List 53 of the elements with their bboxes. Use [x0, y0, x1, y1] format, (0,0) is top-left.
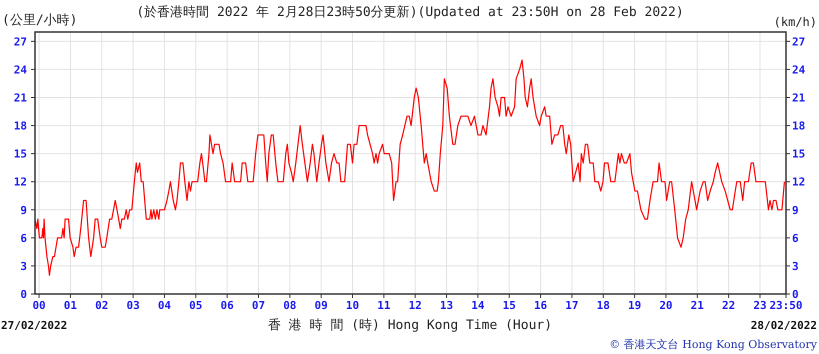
y2-axis-title: (km/h) — [774, 15, 817, 29]
line-series — [34, 59, 786, 276]
y-tick-label: 3 — [20, 260, 27, 273]
y2-tick-label: 18 — [792, 120, 806, 133]
y2-tick-label: 24 — [792, 63, 806, 76]
x-axis-title: 香 港 時 間 (時) Hong Kong Time (Hour) — [268, 318, 552, 333]
x-tick-label: 14 — [471, 299, 485, 312]
x-tick-label: 05 — [189, 299, 202, 312]
x-tick-label: 20 — [659, 299, 673, 312]
y-tick-label: 15 — [14, 148, 27, 161]
y2-tick-label: 15 — [792, 148, 806, 161]
x-tick-label: 10 — [346, 299, 360, 312]
y-tick-label: 18 — [14, 120, 27, 133]
y2-tick-label: 0 — [792, 288, 799, 301]
x-tick-label: 09 — [314, 299, 328, 312]
y2-tick-label: 3 — [792, 260, 799, 273]
x-tick-label: 17 — [565, 299, 579, 312]
x-tick-label: 16 — [534, 299, 548, 312]
y2-tick-label: 9 — [792, 204, 799, 217]
y2-tick-label: 12 — [792, 176, 806, 189]
text: 28/02/2022 — [750, 319, 817, 332]
y2-tick-label: 27 — [792, 35, 806, 48]
y-axis-title: (公里/小時) — [2, 13, 78, 28]
x-tick-label: 23:50 — [769, 299, 803, 312]
x-tick-label: 21 — [690, 299, 704, 312]
x-tick-label: 19 — [628, 299, 642, 312]
x-tick-label: 11 — [377, 299, 391, 312]
y-tick-label: 21 — [14, 92, 28, 104]
x-tick-label: 00 — [32, 299, 46, 312]
x-tick-label: 06 — [220, 299, 234, 312]
text: 27/02/2022 — [1, 319, 68, 332]
x-tick-label: 23 — [753, 299, 767, 312]
x-tick-label: 18 — [596, 299, 610, 312]
x-tick-label: 03 — [126, 299, 140, 312]
chart-title: (於香港時間 2022 年 2月28日23時50分更新)(Updated at 23:50H on 28 Feb 2022) — [136, 5, 684, 20]
y-tick-label: 12 — [14, 176, 27, 189]
y-tick-label: 0 — [20, 288, 27, 301]
x-tick-label: 22 — [722, 299, 736, 312]
x-tick-label: 01 — [64, 299, 78, 312]
x-tick-label: 13 — [440, 299, 454, 312]
y2-tick-label: 21 — [792, 92, 806, 104]
y-tick-label: 24 — [14, 63, 28, 76]
x-tick-label: 04 — [158, 299, 172, 312]
y2-tick-label: 6 — [792, 232, 799, 245]
x-tick-label: 08 — [283, 299, 296, 312]
y-tick-label: 6 — [20, 232, 28, 245]
x-tick-label: 15 — [502, 299, 516, 312]
y-tick-label: 27 — [14, 35, 27, 48]
y-tick-label: 9 — [20, 204, 27, 217]
x-tick-label: 12 — [408, 299, 422, 312]
x-tick-label: 02 — [95, 299, 108, 312]
x-tick-label: 07 — [252, 299, 266, 312]
text: © 香港天文台 Hong Kong Observatory — [609, 338, 818, 351]
